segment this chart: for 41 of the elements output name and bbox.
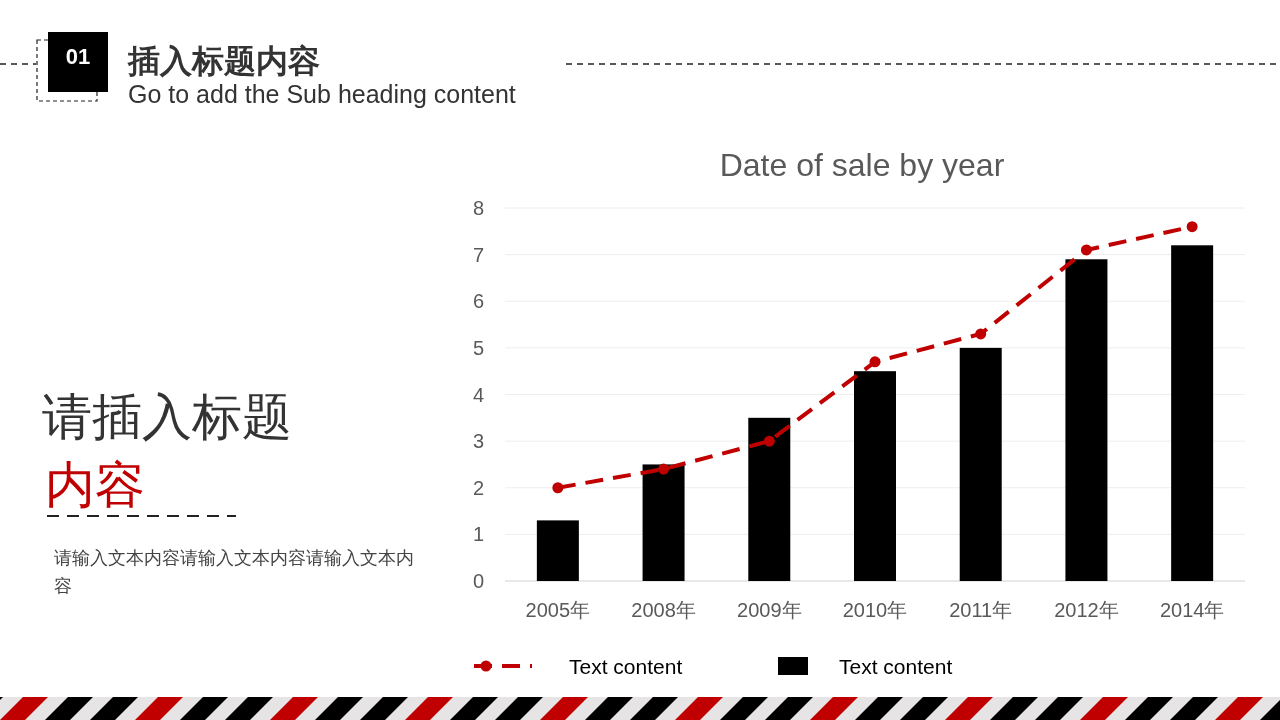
text: Go to add the Sub heading content (128, 80, 516, 109)
y-tick-label: 2 (472, 476, 484, 499)
chart-title: Date of sale by year (719, 147, 1005, 183)
x-tick-label: 2014年 (1159, 599, 1225, 621)
x-tick-label: 2012年 (1054, 599, 1119, 621)
text: 01 (64, 44, 92, 70)
bar (536, 520, 579, 581)
point (552, 482, 564, 494)
point (975, 328, 987, 340)
bar (1065, 259, 1108, 581)
y-tick-label: 1 (472, 523, 484, 546)
x-tick-label: 2009年 (737, 599, 802, 621)
text: 插入标题内容 (128, 43, 320, 79)
x-tick-label: 2011年 (949, 599, 1013, 621)
point (869, 356, 881, 368)
point (1186, 221, 1198, 233)
y-tick-label: 8 (472, 197, 484, 219)
y-tick-label: 5 (472, 336, 484, 359)
text: 请输入文本内容请输入文本内容请输入文本内容 (54, 547, 415, 598)
legend-line: Text content (474, 655, 683, 678)
legend-label: Text content (839, 655, 953, 678)
bar (748, 417, 791, 581)
text: 内容 (45, 456, 145, 515)
legend-bar: Text content (778, 655, 953, 678)
bar (1171, 245, 1214, 581)
y-tick-label: 0 (472, 570, 484, 592)
point (1080, 244, 1092, 256)
y-tick-label: 4 (472, 383, 484, 406)
bar (854, 371, 896, 581)
x-tick-label: 2010年 (842, 599, 908, 621)
point (763, 435, 775, 447)
y-tick-label: 3 (472, 430, 484, 453)
y-tick-label: 7 (472, 243, 484, 266)
point (658, 463, 670, 475)
legend-label: Text content (569, 655, 683, 678)
text: 请插入标题 (42, 388, 292, 447)
y-tick-label: 6 (472, 290, 484, 313)
bar (959, 347, 1002, 581)
x-tick-label: 2005年 (525, 599, 591, 621)
x-tick-label: 2008年 (631, 599, 696, 621)
bar (642, 464, 685, 581)
